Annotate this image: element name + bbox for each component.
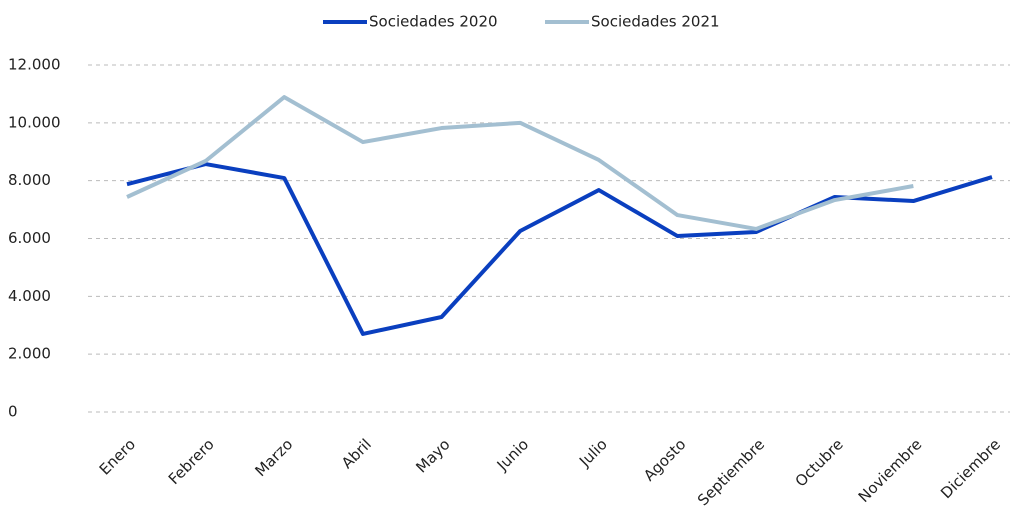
series-line — [126, 162, 993, 336]
legend-label: Sociedades 2020 — [369, 13, 498, 31]
x-tick-label: Marzo — [251, 435, 296, 480]
x-tick-label: Octubre — [792, 435, 847, 490]
x-tick-label: Febrero — [165, 435, 218, 488]
legend-label: Sociedades 2021 — [591, 13, 720, 31]
x-tick-label: Mayo — [412, 435, 453, 476]
x-tick-label: Abril — [338, 435, 375, 472]
x-tick-label: Agosto — [640, 435, 689, 484]
x-tick-label: Enero — [96, 435, 139, 478]
x-tick-label: Junio — [493, 435, 532, 474]
y-tick-label: 12.000 — [8, 56, 61, 74]
y-tick-label: 8.000 — [8, 171, 51, 189]
x-tick-label: Diciembre — [937, 435, 1004, 502]
x-tick-label: Septiembre — [694, 435, 768, 509]
y-tick-label: 2.000 — [8, 345, 51, 363]
y-tick-label: 0 — [8, 403, 18, 421]
y-tick-label: 4.000 — [8, 287, 51, 305]
series-line — [126, 95, 914, 231]
y-tick-label: 6.000 — [8, 229, 51, 247]
x-tick-label: Noviembre — [855, 435, 926, 506]
x-tick-label: Julio — [575, 435, 611, 471]
y-tick-label: 10.000 — [8, 113, 61, 131]
